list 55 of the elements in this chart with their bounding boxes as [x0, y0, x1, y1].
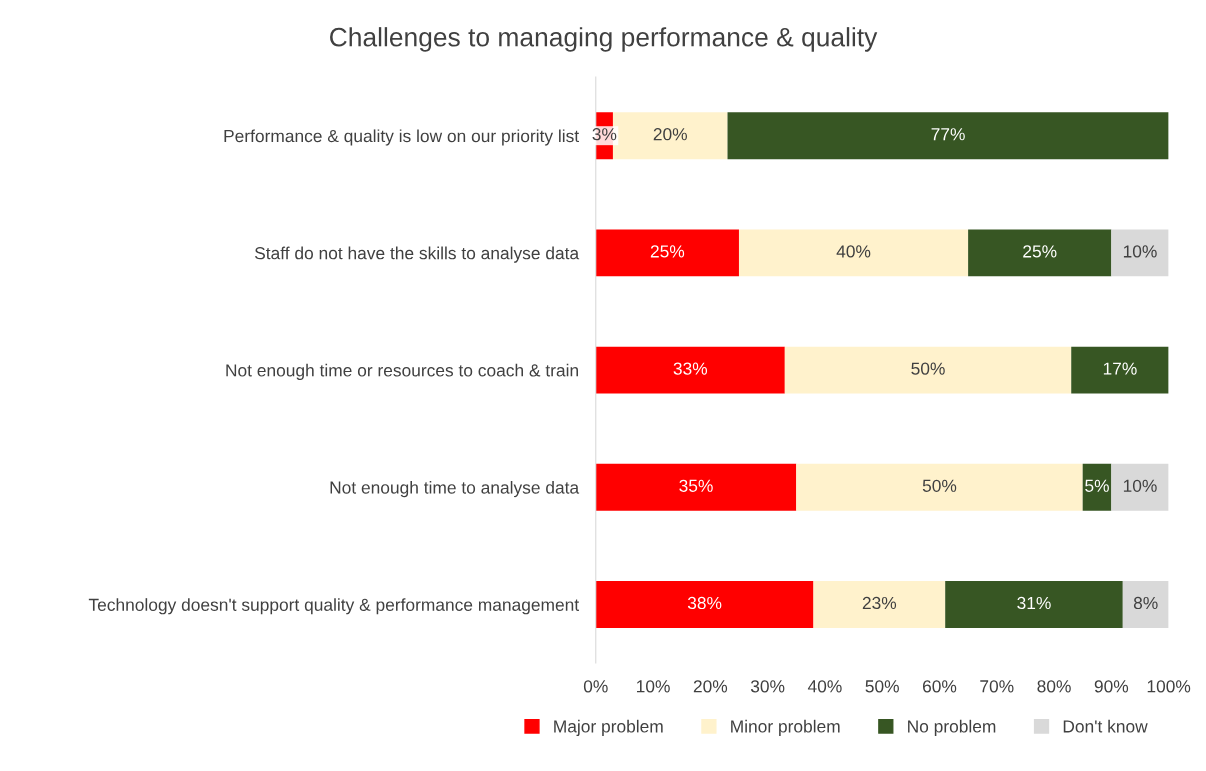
bar: [1111, 463, 1169, 511]
x-tick-label: 90%: [1094, 680, 1129, 693]
data-label: 31%: [1017, 596, 1051, 610]
x-tick-label: 30%: [750, 680, 785, 693]
bar: [595, 346, 785, 394]
data-label: 33%: [673, 362, 708, 375]
data-label: 17%: [1103, 362, 1137, 375]
bar: [1082, 463, 1112, 511]
bar: [738, 229, 969, 277]
x-tick-label: 10%: [637, 680, 670, 693]
y-tick-label: Not enough time or resources to coach & train: [226, 363, 578, 380]
legend-label: No problem: [908, 719, 996, 736]
bar: [595, 229, 739, 277]
x-tick-label: 80%: [1037, 680, 1071, 693]
x-tick-label: 40%: [807, 680, 842, 693]
y-tick-label: Performance & quality is low on our priority list: [224, 129, 579, 146]
data-label: 25%: [1023, 245, 1057, 258]
x-tick-label: 20%: [693, 680, 728, 693]
bar: [727, 112, 1169, 160]
bar: [813, 581, 946, 628]
data-label: 35%: [679, 479, 713, 492]
bar: [968, 229, 1112, 277]
chart-title: Challenges to managing performance & quality: [330, 27, 878, 52]
legend-label: Don't know: [1063, 719, 1148, 733]
bar: [595, 463, 797, 511]
bar: [1071, 346, 1169, 394]
bar: [1122, 581, 1169, 628]
data-label: 20%: [653, 128, 687, 141]
legend-label: Major problem: [554, 719, 663, 736]
data-label: 50%: [911, 362, 945, 375]
legend-label: Minor problem: [731, 719, 840, 736]
data-label: 10%: [1123, 479, 1157, 492]
bar: [595, 581, 814, 628]
data-label: 25%: [650, 245, 685, 258]
y-tick-label: Technology doesn't support quality & performance management: [88, 598, 580, 615]
data-label: 38%: [687, 596, 722, 610]
bar: [1111, 229, 1169, 277]
x-tick-label: 50%: [865, 680, 899, 693]
data-label: 23%: [862, 596, 897, 610]
data-label: 5%: [1085, 479, 1109, 492]
data-label: 10%: [1123, 245, 1157, 258]
y-tick-label: Not enough time to analyse data: [330, 480, 580, 498]
data-label: 77%: [931, 128, 965, 141]
x-tick-label: 70%: [980, 680, 1014, 693]
x-tick-label: 0%: [583, 680, 608, 693]
x-tick-label: 60%: [922, 680, 957, 693]
x-tick-label: 100%: [1147, 680, 1191, 693]
data-label: 8%: [1133, 596, 1158, 610]
data-label: 40%: [836, 245, 871, 258]
y-tick-label: Staff do not have the skills to analyse data: [254, 246, 580, 263]
data-label: 3%: [592, 128, 617, 141]
data-label: 50%: [922, 479, 957, 492]
bar: [945, 581, 1123, 628]
bar: [796, 463, 1083, 511]
bar: [784, 346, 1072, 394]
